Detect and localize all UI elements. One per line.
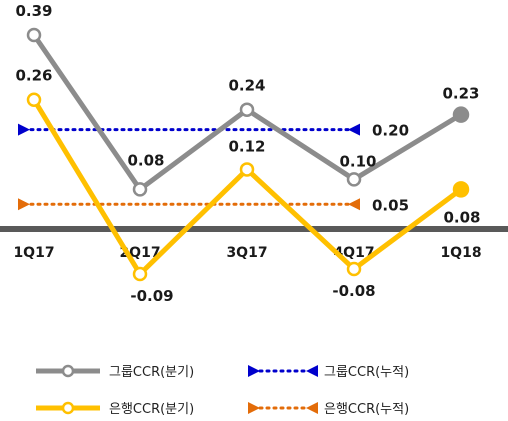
group-quarterly-data-label: 0.08 bbox=[127, 151, 164, 169]
bank-cumulative-legend-label: 은행CCR(누적) bbox=[324, 401, 409, 417]
group-cumulative-marker-left bbox=[18, 123, 30, 136]
bank-quarterly-data-label: -0.08 bbox=[332, 282, 375, 300]
bank-quarterly-data-label: 0.12 bbox=[228, 137, 265, 155]
bank-quarterly-data-label: -0.09 bbox=[130, 287, 173, 305]
bank-cumulative-marker-right bbox=[348, 198, 360, 211]
group-quarterly-legend-marker bbox=[61, 364, 75, 378]
group-quarterly-legend-label: 그룹CCR(분기) bbox=[109, 365, 194, 380]
bank-cumulative-data-label: 0.05 bbox=[372, 196, 409, 214]
group-quarterly-point bbox=[26, 27, 42, 43]
bank-quarterly-data-label: 0.26 bbox=[15, 67, 52, 85]
group-quarterly-data-label: 0.23 bbox=[442, 85, 479, 103]
group-quarterly-point bbox=[452, 106, 470, 123]
group-cumulative-legend-marker-left bbox=[248, 365, 260, 377]
group-cumulative-legend-marker-right bbox=[306, 365, 318, 377]
bank-cumulative-legend-marker-left bbox=[248, 402, 260, 414]
bank-quarterly-point bbox=[452, 181, 470, 198]
group-quarterly-point bbox=[239, 102, 255, 117]
bank-quarterly-point bbox=[239, 162, 255, 177]
group-quarterly-data-label: 0.10 bbox=[339, 152, 376, 170]
group-quarterly-data-label: 0.39 bbox=[15, 2, 52, 20]
group-cumulative-marker-right bbox=[348, 123, 360, 136]
bank-cumulative-legend-marker-right bbox=[306, 402, 318, 414]
bank-quarterly-point bbox=[26, 92, 42, 107]
bank-quarterly-data-label: 0.08 bbox=[443, 208, 480, 226]
group-cumulative-legend-label: 그룹CCR(누적) bbox=[324, 365, 409, 380]
group-quarterly-point bbox=[346, 172, 362, 187]
group-cumulative-data-label: 0.20 bbox=[372, 122, 409, 140]
x-tick-label: 1Q17 bbox=[13, 245, 54, 261]
group-quarterly-point bbox=[132, 182, 148, 197]
x-tick-label: 3Q17 bbox=[226, 245, 267, 261]
bank-quarterly-point bbox=[346, 261, 362, 277]
bank-quarterly-legend-label: 은행CCR(분기) bbox=[109, 401, 194, 417]
bank-quarterly-point bbox=[132, 266, 148, 282]
bank-cumulative-marker-left bbox=[18, 198, 30, 211]
x-tick-label: 1Q18 bbox=[440, 245, 481, 261]
x-axis-line bbox=[0, 226, 508, 232]
bank-quarterly-legend-marker bbox=[61, 401, 75, 415]
group-quarterly-data-label: 0.24 bbox=[228, 77, 265, 95]
